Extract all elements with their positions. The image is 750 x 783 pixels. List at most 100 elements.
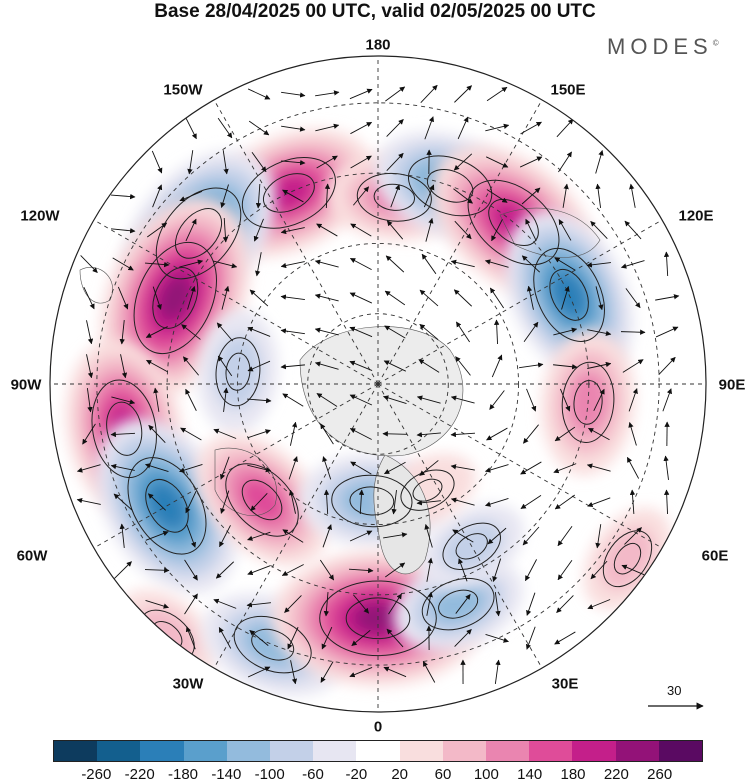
contour-line xyxy=(225,352,251,391)
wind-arrow xyxy=(556,595,574,613)
wind-arrow xyxy=(456,321,470,343)
wind-arrow xyxy=(255,183,262,209)
wind-arrow xyxy=(86,320,94,345)
wind-arrow xyxy=(590,560,608,580)
wind-arrow xyxy=(145,463,169,472)
wind-arrow xyxy=(287,626,299,650)
contour-line xyxy=(438,589,479,619)
wind-arrow xyxy=(454,629,472,647)
reference-vector-label: 30 xyxy=(667,683,682,698)
colorbar-tick-label: -100 xyxy=(254,766,285,783)
wind-arrow xyxy=(562,183,569,208)
wind-arrow xyxy=(185,117,197,140)
wind-arrow xyxy=(110,463,135,471)
wind-arrow xyxy=(629,183,636,208)
colorbar-tick-label: 60 xyxy=(434,766,452,783)
wind-arrow xyxy=(248,120,270,136)
wind-arrow xyxy=(452,529,474,543)
wind-arrow xyxy=(247,666,271,678)
wind-arrow xyxy=(350,461,372,475)
contour-line xyxy=(533,247,605,342)
wind-arrow xyxy=(628,388,638,412)
contour-line xyxy=(251,628,295,661)
wind-arrow xyxy=(587,497,611,508)
wind-arrow xyxy=(323,489,330,515)
wind-arrow xyxy=(425,217,434,242)
wind-arrow xyxy=(320,423,334,445)
wind-arrow xyxy=(349,667,373,678)
wind-arrow xyxy=(525,559,537,582)
wind-arrow xyxy=(587,361,612,369)
wind-arrow xyxy=(526,285,534,310)
colorbar xyxy=(53,740,703,762)
colorbar-tick-label: 20 xyxy=(391,766,408,783)
contour-line xyxy=(331,474,413,528)
wind-arrow xyxy=(416,431,441,438)
wind-arrow xyxy=(587,329,612,337)
wind-arrow xyxy=(147,493,166,511)
lon-label-180: 180 xyxy=(365,36,391,54)
wind-arrow xyxy=(145,530,169,541)
wind-arrow xyxy=(316,393,338,407)
wind-arrow xyxy=(486,86,508,102)
lon-label-30w: 30W xyxy=(172,675,204,693)
wind-arrow xyxy=(450,497,475,506)
wind-arrow xyxy=(595,183,602,208)
wind-arrow xyxy=(390,184,401,208)
wind-arrow xyxy=(348,567,374,574)
modes-logo: MODES© xyxy=(607,34,719,59)
wind-arrow xyxy=(314,259,339,268)
wind-arrow xyxy=(386,220,404,240)
wind-arrow xyxy=(620,329,646,335)
wind-arrow xyxy=(112,257,134,271)
wind-arrow xyxy=(458,558,468,582)
contour-line xyxy=(319,580,437,657)
contour-line xyxy=(133,241,217,355)
contour-line xyxy=(549,268,589,321)
wind-arrow xyxy=(492,558,502,582)
contour-line xyxy=(467,179,560,266)
wind-arrow xyxy=(184,593,198,615)
colorbar-tick-label: -220 xyxy=(124,766,155,783)
contour-line xyxy=(426,169,474,203)
wind-arrow xyxy=(485,497,509,507)
wind-arrow xyxy=(185,626,196,650)
wind-arrow xyxy=(153,387,160,412)
colorbar-swatch xyxy=(54,741,98,761)
wind-arrow xyxy=(386,628,404,648)
wind-arrow xyxy=(290,660,298,685)
lon-label-150e: 150E xyxy=(550,81,586,99)
wind-arrow xyxy=(485,633,509,643)
wind-arrow xyxy=(655,294,680,301)
wind-arrow xyxy=(489,287,505,309)
wind-arrow xyxy=(146,222,168,238)
wind-arrow xyxy=(247,326,271,337)
map-title: Base 28/04/2025 00 UTC, valid 02/05/2025… xyxy=(154,1,596,22)
wind-arrow xyxy=(422,661,436,683)
wind-arrow xyxy=(384,290,406,306)
wind-arrow xyxy=(426,591,433,616)
wind-arrow xyxy=(557,559,573,581)
wind-arrow xyxy=(662,388,672,412)
wind-arrow xyxy=(320,661,334,683)
colorbar-swatch xyxy=(399,741,443,761)
wind-arrow xyxy=(553,327,578,336)
wind-arrow xyxy=(281,125,306,132)
wind-arrow xyxy=(457,116,469,140)
lat-lon-grid xyxy=(50,56,706,712)
wind-arrow xyxy=(111,396,136,405)
wind-arrow xyxy=(220,184,229,208)
colorbar-swatch xyxy=(270,741,314,761)
wind-arrow xyxy=(351,629,371,647)
wind-arrow xyxy=(554,426,576,442)
wind-arrow xyxy=(288,489,296,514)
wind-arrow xyxy=(520,461,542,475)
wind-arrow xyxy=(76,464,101,473)
wind-arrow xyxy=(247,565,271,576)
wind-arrow xyxy=(383,461,406,475)
wind-arrow xyxy=(282,529,304,543)
wind-arrow xyxy=(554,631,576,645)
wind-arrow xyxy=(388,593,402,615)
wind-arrow xyxy=(629,489,636,515)
colorbar-tick-label: -60 xyxy=(302,766,324,783)
